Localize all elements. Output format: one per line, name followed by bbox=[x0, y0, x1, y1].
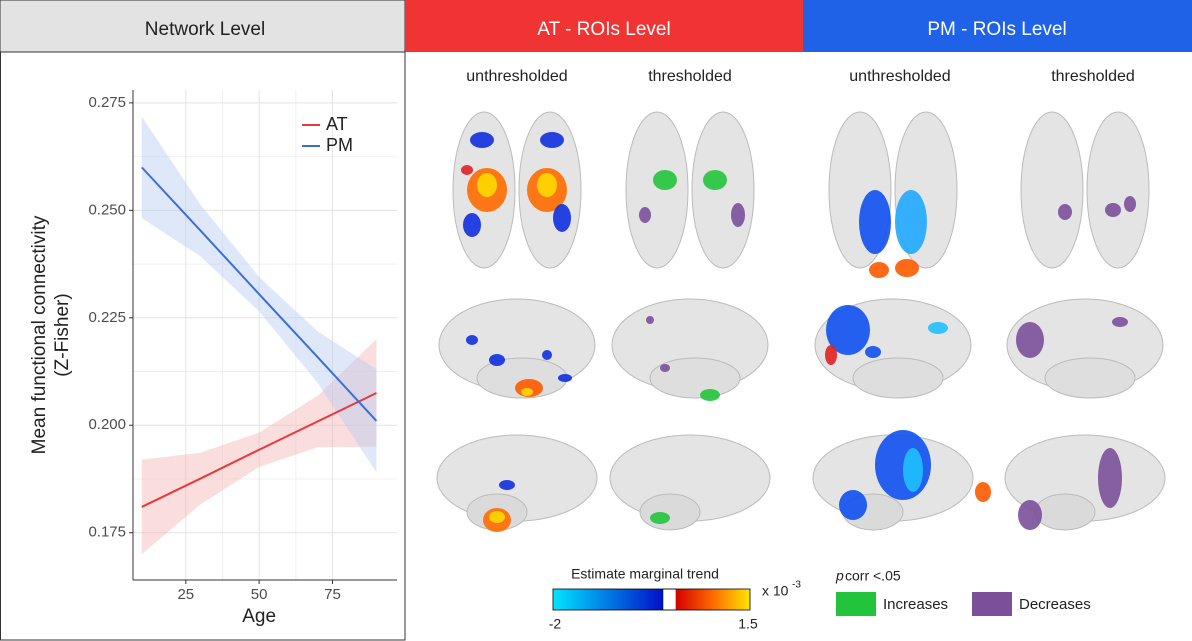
legend-label: PM bbox=[326, 135, 353, 155]
activation-blob bbox=[537, 173, 557, 197]
colorbar-frame bbox=[552, 588, 751, 611]
y-tick-label: 0.275 bbox=[88, 94, 126, 111]
header-at bbox=[405, 0, 803, 52]
y-tick-label: 0.250 bbox=[88, 201, 126, 218]
activation-blob bbox=[703, 170, 727, 190]
line bbox=[141, 392, 377, 508]
brain-maps bbox=[436, 111, 1166, 532]
activation-blob bbox=[540, 132, 564, 148]
colorbar-zero bbox=[662, 588, 677, 611]
activation-blob bbox=[865, 346, 881, 358]
brain-temporal bbox=[852, 357, 944, 399]
brain-temporal bbox=[649, 357, 741, 399]
plot: 0.175 0.200 0.225 0.250 0.275 25 50 75 Age Mean f… bbox=[29, 90, 397, 627]
header-label: Network Level bbox=[145, 19, 265, 40]
activation-blob bbox=[489, 354, 505, 366]
colorbar-negative bbox=[553, 589, 663, 610]
activation-blob bbox=[553, 204, 571, 232]
activation-blob bbox=[558, 374, 572, 382]
legend-label: AT bbox=[326, 114, 348, 134]
activation-blob bbox=[895, 190, 927, 254]
activation-blob bbox=[826, 305, 870, 355]
activation-blob bbox=[1105, 203, 1121, 217]
activation-blob bbox=[461, 165, 473, 175]
brain-stem bbox=[639, 493, 701, 531]
header-network bbox=[0, 0, 406, 53]
p-symbol: p bbox=[835, 568, 844, 584]
y-axis-label: Mean functional connectivity bbox=[29, 215, 50, 454]
activation-blob bbox=[499, 480, 515, 490]
y-tick-label: 0.225 bbox=[88, 309, 126, 326]
line bbox=[141, 166, 378, 422]
brain-temporal bbox=[1044, 357, 1136, 399]
brain-dorsal bbox=[691, 111, 755, 269]
activation-blob bbox=[903, 448, 923, 492]
column-label: thresholded bbox=[648, 68, 732, 85]
activation-blob bbox=[700, 389, 720, 401]
increase-label: Increases bbox=[883, 596, 948, 613]
column-label: thresholded bbox=[1051, 68, 1135, 85]
y-axis-label: (Z-Fisher) bbox=[52, 293, 73, 376]
x-tick-label: 50 bbox=[251, 586, 268, 603]
activation-blob bbox=[639, 207, 651, 223]
activation-blob bbox=[521, 388, 533, 396]
decrease-label: Decreases bbox=[1019, 596, 1091, 613]
x-tick-label: 25 bbox=[177, 586, 194, 603]
activation-blob bbox=[1018, 500, 1042, 530]
colorbar-positive bbox=[676, 589, 750, 610]
brain-stem bbox=[1034, 493, 1096, 531]
activation-blob bbox=[463, 213, 481, 237]
activation-blob bbox=[1058, 204, 1072, 220]
activation-blob bbox=[839, 490, 867, 520]
activation-blob bbox=[859, 190, 891, 254]
brain-dorsal bbox=[1086, 111, 1150, 269]
activation-blob bbox=[653, 170, 677, 190]
activation-blob bbox=[646, 316, 654, 324]
increase-swatch bbox=[836, 592, 876, 616]
activation-blob bbox=[466, 335, 478, 345]
p-text: corr <.05 bbox=[845, 568, 901, 584]
decrease-swatch bbox=[972, 592, 1012, 616]
activation-blob bbox=[869, 262, 889, 278]
colorbar-max: 1.5 bbox=[738, 616, 758, 632]
activation-blob bbox=[1098, 448, 1122, 508]
x-axis-label: Age bbox=[242, 606, 276, 627]
column-label: unthresholded bbox=[466, 68, 567, 85]
y-tick-label: 0.200 bbox=[88, 416, 126, 433]
panel-border bbox=[0, 51, 406, 641]
activation-blob bbox=[895, 259, 919, 277]
activation-blob bbox=[825, 345, 837, 365]
activation-blob bbox=[489, 511, 505, 523]
brain-dorsal bbox=[625, 111, 689, 269]
activation-blob bbox=[1124, 196, 1136, 212]
y-tick-label: 0.175 bbox=[88, 524, 126, 541]
activation-blob bbox=[542, 350, 552, 360]
activation-blob bbox=[477, 173, 497, 197]
colorbar-multiplier: x 10 bbox=[762, 583, 789, 599]
column-label: unthresholded bbox=[849, 68, 950, 85]
x-tick-label: 75 bbox=[324, 586, 341, 603]
colorbar-min: -2 bbox=[549, 616, 562, 632]
header-label: PM - ROIs Level bbox=[927, 19, 1066, 40]
colorbar-exponent: -3 bbox=[792, 580, 801, 591]
confidence-band bbox=[141, 339, 377, 555]
activation-blob bbox=[660, 364, 670, 372]
activation-blob bbox=[1016, 322, 1044, 358]
header-label: AT - ROIs Level bbox=[537, 19, 670, 40]
activation-blob bbox=[731, 203, 745, 227]
activation-blob bbox=[1112, 317, 1128, 327]
activation-blob bbox=[928, 322, 948, 334]
brain-dorsal bbox=[1020, 111, 1084, 269]
colorbar-title: Estimate marginal trend bbox=[571, 566, 719, 582]
activation-blob bbox=[650, 512, 670, 524]
header-pm bbox=[803, 0, 1192, 52]
activation-blob bbox=[470, 132, 494, 148]
activation-blob bbox=[975, 482, 991, 502]
